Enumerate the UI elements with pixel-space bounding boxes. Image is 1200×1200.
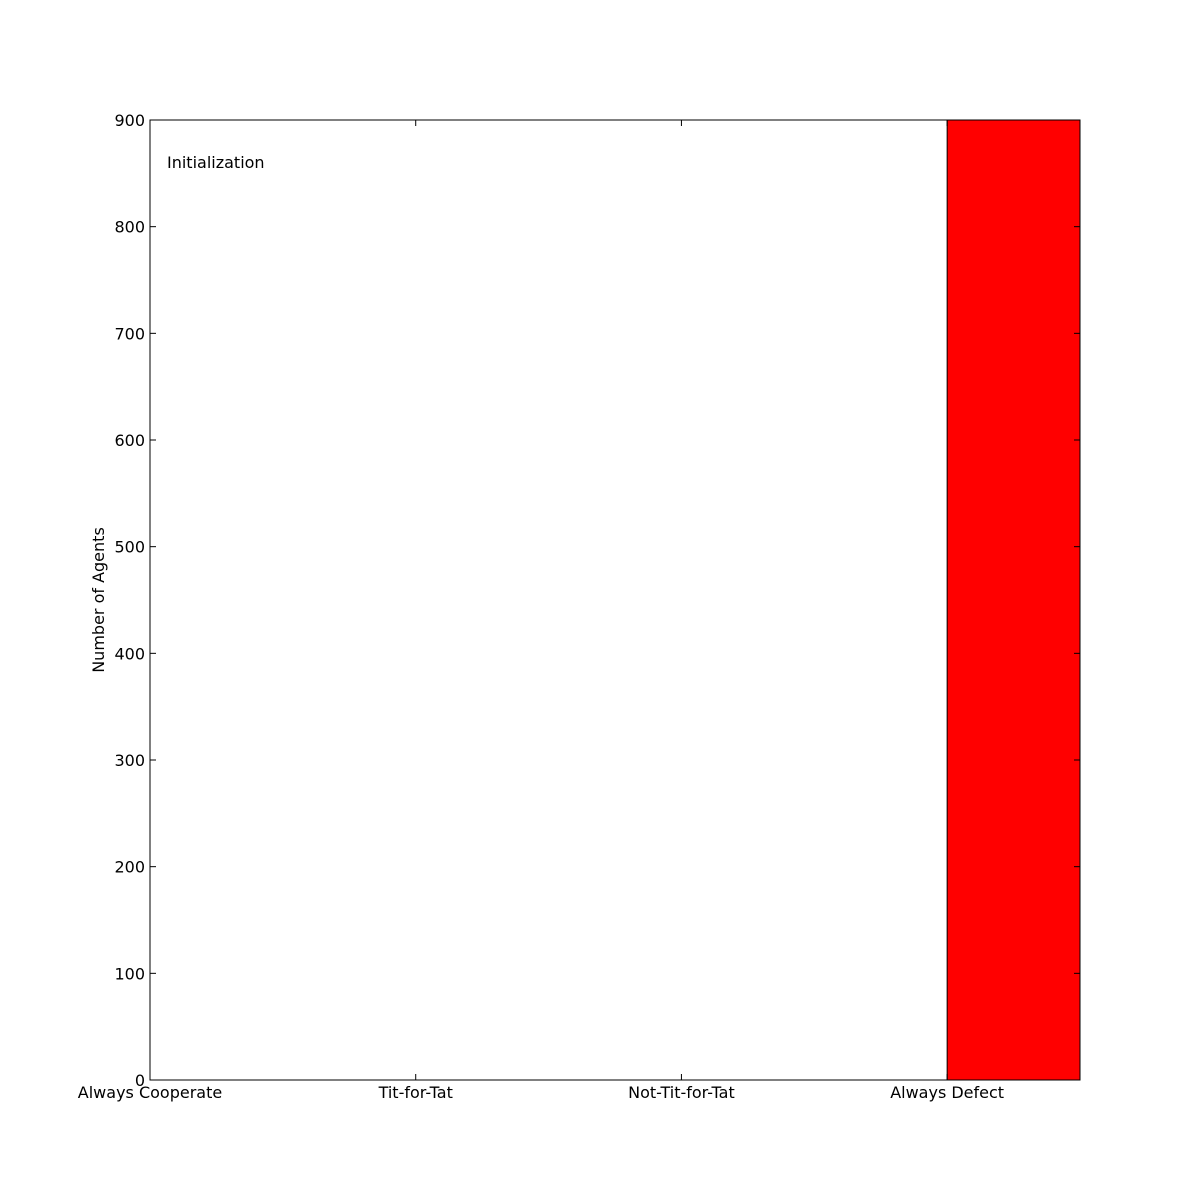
bars-group (946, 119, 1081, 1081)
bar-always-defect (946, 119, 1081, 1081)
y-tick-label: 400 (114, 644, 145, 663)
y-tick-label: 100 (114, 964, 145, 983)
y-tick-label: 900 (114, 111, 145, 130)
chart-annotation: Initialization (167, 153, 265, 172)
y-tick-label: 600 (114, 431, 145, 450)
y-axis-label: Number of Agents (89, 527, 108, 673)
y-tick-label: 700 (114, 324, 145, 343)
y-ticks-group: 0 100 200 300 400 500 600 700 800 900 (114, 111, 1080, 1090)
x-tick-label: Always Defect (890, 1083, 1004, 1102)
plot-frame (149, 119, 1081, 1081)
y-tick-label: 0 (135, 1071, 145, 1090)
x-tick-label: Always Cooperate (78, 1083, 222, 1102)
y-tick-label: 800 (114, 218, 145, 237)
y-tick-label: 200 (114, 858, 145, 877)
x-ticks-group: Always Cooperate Tit-for-Tat Not-Tit-for-T… (78, 120, 1004, 1102)
x-tick-label: Not-Tit-for-Tat (628, 1083, 735, 1102)
x-tick-label: Tit-for-Tat (378, 1083, 453, 1102)
y-tick-label: 500 (114, 538, 145, 557)
y-tick-label: 300 (114, 751, 145, 770)
